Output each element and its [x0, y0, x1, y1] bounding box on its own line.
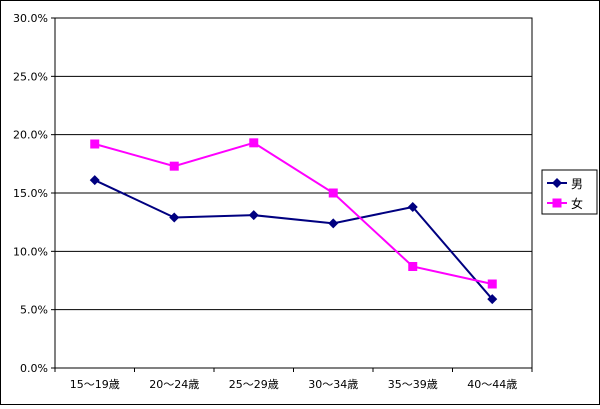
data-point-diamond: [248, 210, 259, 221]
gridlines: [55, 75, 532, 311]
series-layer: [89, 138, 498, 305]
data-point-square: [487, 279, 497, 289]
data-point-diamond: [328, 218, 339, 229]
x-tick-label: 15～19歳: [70, 378, 120, 391]
x-tick-label: 35～39歳: [388, 378, 438, 391]
y-tick-label: 30.0%: [13, 12, 48, 25]
data-point-diamond: [89, 175, 100, 186]
legend: 男 女: [541, 169, 598, 215]
y-tick-label: 20.0%: [13, 129, 48, 142]
data-point-square: [408, 262, 418, 271]
y-axis-ticks: 0.0% 5.0% 10.0% 15.0% 20.0% 25.0% 30.0%: [13, 12, 55, 375]
legend-label-male: 男: [571, 177, 583, 191]
x-tick-label: 40～44歳: [467, 378, 517, 391]
legend-marker-female-square: [552, 198, 562, 208]
y-tick-label: 10.0%: [13, 245, 48, 258]
data-point-diamond: [407, 202, 418, 212]
y-tick-label: 5.0%: [20, 304, 48, 317]
data-point-square: [249, 138, 259, 148]
series-line: [94, 141, 493, 285]
x-axis-ticks: 15～19歳 20～24歳 25～29歳 30～34歳 35～39歳 40～44歳: [54, 368, 533, 391]
data-point-square: [90, 139, 100, 149]
y-tick-label: 0.0%: [20, 362, 48, 375]
data-point-diamond: [487, 294, 498, 305]
series-male: [89, 175, 498, 305]
data-point-diamond: [169, 212, 180, 223]
y-tick-label: 15.0%: [13, 187, 48, 200]
series-line: [94, 179, 494, 300]
legend-box: [541, 169, 598, 215]
data-point-square: [328, 188, 338, 198]
series-female: [90, 138, 497, 289]
x-tick-label: 20～24歳: [149, 378, 199, 391]
x-tick-label: 25～29歳: [229, 378, 279, 391]
x-tick-label: 30～34歳: [308, 378, 358, 391]
y-tick-label: 25.0%: [13, 70, 48, 83]
legend-marker-male-diamond: [552, 178, 562, 188]
data-point-square: [169, 161, 179, 171]
legend-label-female: 女: [571, 196, 583, 211]
